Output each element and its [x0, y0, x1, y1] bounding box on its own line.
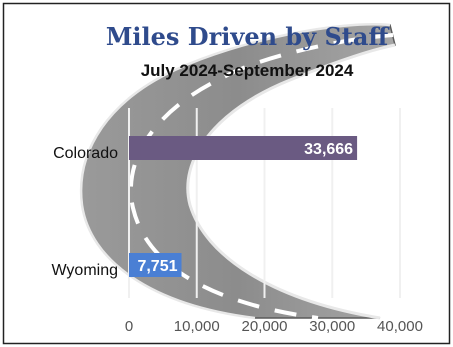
- x-tick-label: 0: [125, 318, 133, 335]
- bar-wyoming: [129, 253, 182, 277]
- x-tick-label: 20,000: [242, 318, 288, 335]
- category-label-colorado: Colorado: [53, 145, 118, 162]
- data-label-wyoming: 7,751: [137, 258, 177, 275]
- x-tick-label: 10,000: [174, 318, 220, 335]
- category-label-wyoming: Wyoming: [51, 262, 118, 279]
- x-tick-label: 40,000: [377, 318, 423, 335]
- x-tick-labels: 0 10,000 20,000 30,000 40,000: [125, 318, 423, 335]
- chart-subtitle: July 2024-September 2024: [141, 61, 354, 80]
- category-labels: Colorado Wyoming: [51, 145, 118, 279]
- bar-labels: 33,666 7,751: [137, 141, 353, 275]
- data-label-colorado: 33,666: [304, 141, 353, 158]
- bar-colorado: [129, 136, 358, 160]
- chart-title: Miles Driven by Staff: [106, 22, 390, 51]
- x-tick-label: 30,000: [309, 318, 355, 335]
- bars: [129, 136, 358, 277]
